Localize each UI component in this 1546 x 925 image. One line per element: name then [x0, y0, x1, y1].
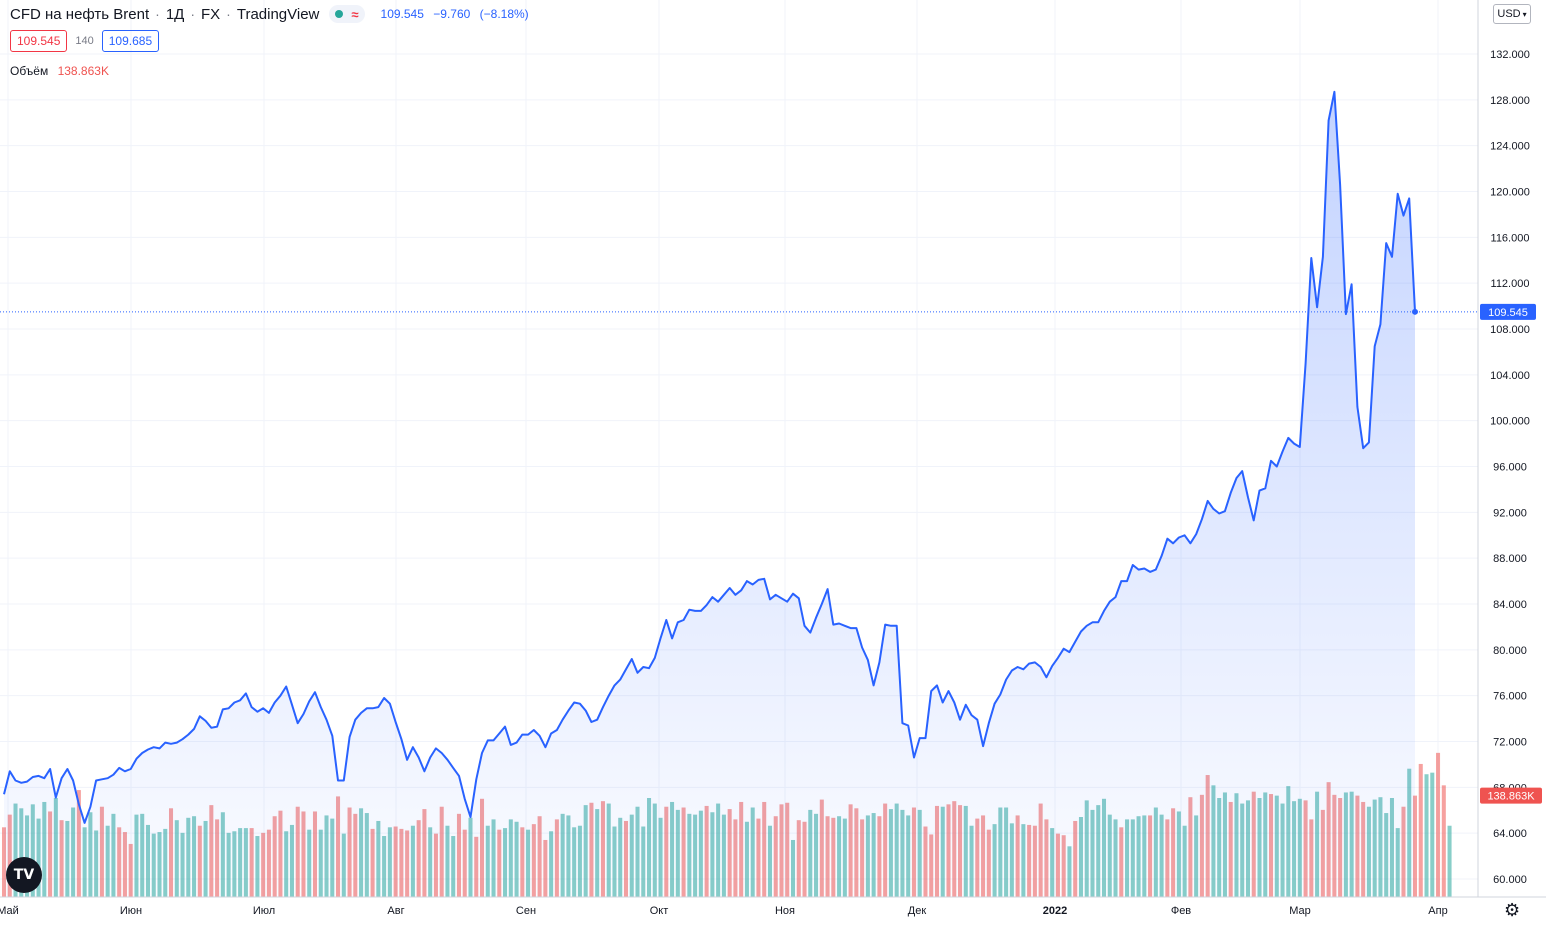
volume-legend-value: 138.863K: [57, 64, 109, 78]
exchange-label: FX: [201, 5, 221, 23]
gear-icon[interactable]: ⚙: [1504, 900, 1521, 920]
last-price: 109.545: [380, 7, 424, 21]
price-axis-tick-label: 100.000: [1490, 416, 1530, 428]
price-axis-tick-label: 76.000: [1493, 691, 1527, 703]
interval-label[interactable]: 1Д: [165, 5, 185, 23]
price-axis-tick-label: 92.000: [1493, 507, 1527, 519]
time-axis-tick-label: Авг: [387, 905, 404, 917]
price-axis-tick-label: 124.000: [1490, 141, 1530, 153]
price-change-percent: (−8.18%): [479, 7, 529, 21]
time-axis-tick-label: Ноя: [775, 905, 795, 917]
volume-legend-label: Объём: [10, 64, 49, 78]
symbol-legend: CFD на нефть Brent · 1Д · FX · TradingVi…: [10, 5, 535, 23]
volume-legend[interactable]: Объём 138.863K: [10, 64, 109, 78]
volume-bar: [1430, 772, 1435, 897]
quote-boxes: 109.545 140 109.685: [10, 30, 160, 52]
time-axis-tick-label: Июн: [120, 905, 142, 917]
price-axis-tick-label: 96.000: [1493, 462, 1527, 474]
chevron-down-icon: ▾: [1522, 9, 1527, 19]
legend-separator: ·: [226, 6, 231, 22]
price-axis-tick-label: 120.000: [1490, 187, 1530, 199]
currency-label: USD: [1497, 8, 1521, 20]
spread-label: 140: [75, 35, 94, 47]
legend-separator: ·: [190, 6, 195, 22]
price-axis-tick-label: 60.000: [1493, 874, 1527, 886]
volume-tag-label: 138.863K: [1487, 791, 1535, 803]
price-axis-tick-label: 116.000: [1491, 232, 1530, 244]
price-axis-tick-label: 72.000: [1493, 737, 1527, 749]
price-axis-tick-label: 80.000: [1493, 645, 1527, 657]
time-axis-tick-label: Фев: [1171, 905, 1191, 917]
volume-bar: [1436, 752, 1441, 897]
wave-icon: ≈: [351, 6, 359, 22]
price-axis-tick-label: 108.000: [1490, 324, 1530, 336]
price-axis-tick-label: 128.000: [1490, 95, 1530, 107]
last-price-tag-label: 109.545: [1488, 307, 1528, 319]
volume-bar: [1424, 774, 1429, 897]
price-change-readout: 109.545 −9.760 (−8.18%): [381, 7, 535, 21]
source-label: TradingView: [236, 5, 320, 23]
volume-bar: [1418, 763, 1423, 897]
volume-bar: [1447, 825, 1452, 897]
time-axis-tick-label: 2022: [1043, 905, 1067, 917]
time-axis-tick-label: Май: [0, 905, 19, 917]
market-open-icon: [335, 10, 344, 18]
price-axis-tick-label: 88.000: [1493, 553, 1527, 565]
buy-price-button[interactable]: 109.685: [101, 30, 160, 52]
currency-select[interactable]: USD ▾: [1493, 4, 1531, 24]
time-axis-tick-label: Окт: [650, 905, 669, 917]
time-axis-tick-label: Апр: [1428, 905, 1447, 917]
time-axis-tick-label: Сен: [516, 905, 536, 917]
time-axis-tick-label: Дек: [908, 905, 927, 917]
price-series-line: [3, 90, 1416, 824]
price-axis-tick-label: 132.000: [1490, 49, 1530, 61]
time-axis-tick-label: Мар: [1289, 905, 1311, 917]
time-axis-tick-label: Июл: [253, 905, 275, 917]
volume-tag: [1480, 787, 1542, 804]
legend-separator: ·: [155, 6, 160, 22]
logo-text: TV: [13, 867, 35, 883]
price-change: −9.760: [433, 7, 471, 21]
price-axis-tick-label: 104.000: [1490, 370, 1530, 382]
last-price-tag: [1480, 303, 1536, 320]
sell-price-button[interactable]: 109.545: [10, 30, 68, 52]
tradingview-logo-icon[interactable]: TV: [6, 857, 42, 893]
price-axis-tick-label: 84.000: [1493, 599, 1527, 611]
price-axis-tick-label: 64.000: [1493, 828, 1527, 840]
price-area-fill: [4, 91, 1415, 898]
market-status-badge[interactable]: ≈: [329, 5, 365, 23]
price-axis-tick-label: 112.000: [1491, 278, 1530, 290]
volume-bar: [1441, 785, 1446, 897]
symbol-title[interactable]: CFD на нефть Brent: [10, 5, 150, 23]
last-price-marker: [1412, 308, 1418, 315]
